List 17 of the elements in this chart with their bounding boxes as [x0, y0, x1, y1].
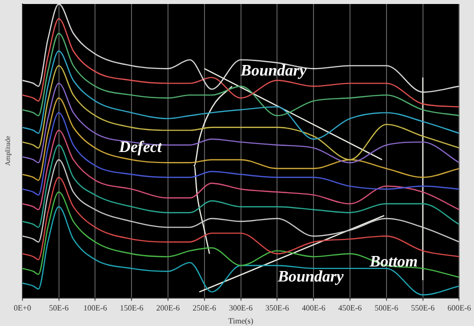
x-tick-label: 150E-6	[120, 304, 144, 313]
x-tick-label: 500E-6	[374, 304, 398, 313]
x-tick-label: 600E-6	[447, 304, 472, 313]
annotation: Defect	[118, 139, 162, 156]
annotation: Boundary	[240, 62, 308, 80]
x-tick-label: 0E+0	[14, 304, 32, 313]
x-tick-label: 50E-6	[49, 304, 69, 313]
x-tick-label: 350E-6	[265, 304, 289, 313]
x-tick-label: 100E-6	[83, 304, 107, 313]
x-tick-label: 550E-6	[411, 304, 435, 313]
annotation: Boundary	[276, 268, 344, 286]
x-tick-label: 400E-6	[302, 304, 326, 313]
x-tick-label: 200E-6	[156, 304, 180, 313]
x-tick-label: 450E-6	[338, 304, 362, 313]
x-axis-title: Time(s)	[228, 316, 254, 326]
x-tick-label: 250E-6	[192, 304, 216, 313]
x-tick-label: 300E-6	[229, 304, 253, 313]
